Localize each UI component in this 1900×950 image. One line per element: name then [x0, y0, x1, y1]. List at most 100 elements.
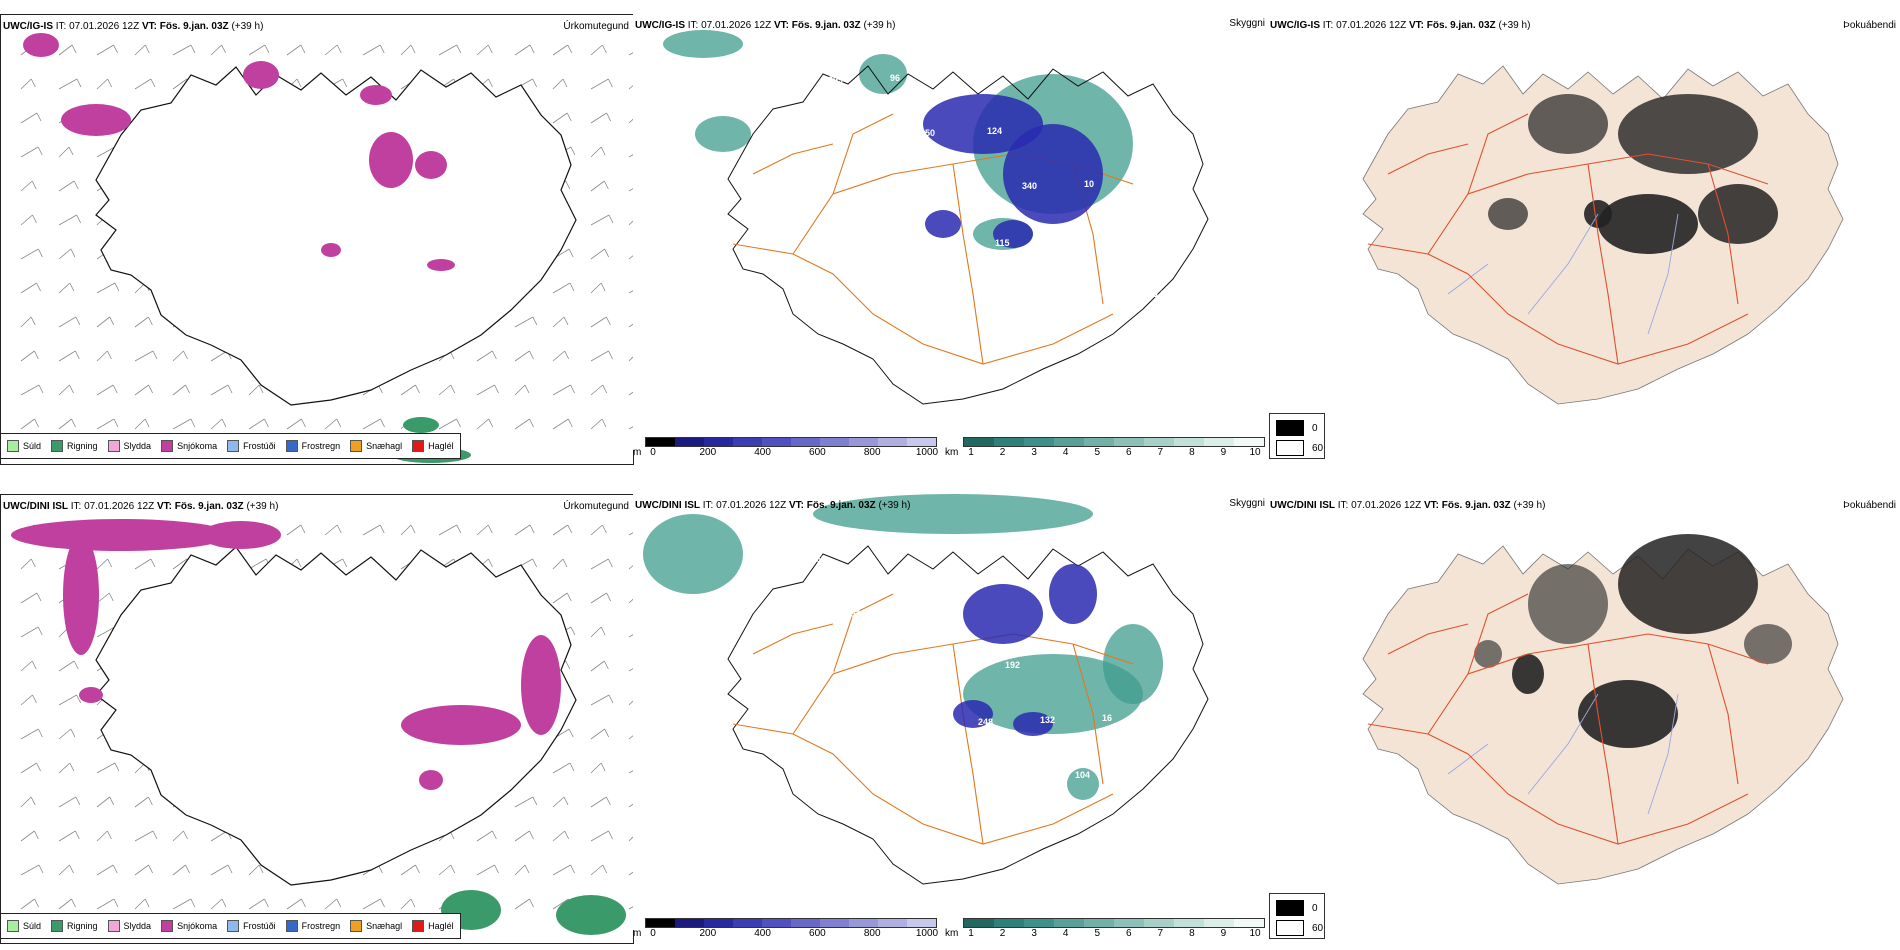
wind-barb — [134, 796, 149, 808]
snow-area — [201, 521, 281, 549]
wind-barb — [590, 660, 605, 672]
wind-barb — [58, 350, 76, 362]
wind-barb — [96, 418, 115, 430]
road — [952, 163, 984, 365]
fog-legend-row2: 0 60 — [1269, 893, 1325, 939]
snow-area — [243, 61, 279, 89]
wind-barb — [400, 524, 412, 536]
ceiling-colorbar-row1: m 0 200 400 600 800 1000 — [633, 437, 940, 465]
wind-barb — [476, 830, 493, 842]
wind-barb — [96, 78, 108, 90]
colorbar-segment — [1024, 919, 1054, 927]
wind-barb-flag — [221, 418, 227, 428]
colorbar — [963, 918, 1265, 928]
ceiling-label: 399 — [828, 75, 843, 85]
wind-barb — [20, 694, 33, 706]
wind-barb — [58, 418, 72, 430]
wind-barb-flag — [109, 796, 115, 806]
wind-barb-flag — [600, 282, 606, 292]
ceiling-label: 35 — [916, 719, 926, 729]
wind-barb-flag — [336, 898, 342, 908]
wind-barb-flag — [148, 864, 153, 874]
wind-barb — [58, 898, 72, 910]
wind-barb-flag — [227, 864, 233, 874]
wind-barb — [628, 290, 633, 294]
fog-area — [1474, 640, 1502, 668]
fog-area — [1528, 564, 1608, 644]
wind-barb — [20, 418, 35, 430]
wind-barb — [286, 418, 302, 430]
ceiling-label: 21 — [960, 183, 970, 193]
wind-barb-flag — [190, 44, 196, 54]
ceiling-label: 50 — [925, 128, 935, 138]
fog-area — [1512, 654, 1544, 694]
road — [832, 593, 894, 675]
wind-barb-flag — [336, 44, 342, 54]
ceiling-label: 45 — [943, 662, 953, 672]
wind-barb — [552, 592, 568, 604]
panel-header: UWC/IG-IS IT: 07.01.2026 12Z VT: Fös. 9.… — [1270, 20, 1531, 31]
wind-barb — [438, 384, 451, 396]
wind-barb-flag — [70, 728, 76, 738]
wind-barb — [286, 524, 302, 536]
wind-barb — [96, 830, 108, 842]
iceland-coastline — [727, 65, 1209, 405]
fog-area — [1578, 680, 1678, 748]
wind-barb-flag — [342, 78, 348, 88]
colorbar-unit: m — [633, 928, 642, 939]
colorbar-tick: 10 — [1249, 447, 1261, 458]
wind-barb — [628, 871, 633, 876]
wind-barb — [628, 634, 633, 638]
wind-barb-flag — [114, 282, 120, 292]
precip-legend-item: Snjókoma — [161, 440, 217, 452]
wind-barb — [590, 112, 607, 124]
wind-barb — [20, 830, 35, 842]
wind-barb-flag — [570, 626, 576, 636]
wind-barb-flag — [148, 796, 153, 806]
wind-barb-flag — [34, 418, 39, 428]
wind-barb-flag — [456, 524, 462, 534]
colorbar-segment — [994, 438, 1024, 446]
wind-barb-flag — [488, 558, 493, 568]
river — [1447, 263, 1489, 295]
wind-barb — [58, 180, 75, 192]
panel-header: UWC/DINI ISL IT: 07.01.2026 12Z VT: Fös.… — [1270, 500, 1546, 511]
legend-swatch — [227, 920, 240, 932]
wind-barb — [514, 384, 526, 396]
wind-barb — [96, 44, 114, 56]
legend-swatch — [350, 920, 363, 932]
ceiling-label: 132 — [1040, 715, 1055, 725]
wind-barb — [476, 524, 489, 536]
wind-barb — [20, 350, 35, 362]
legend-label: Haglél — [428, 921, 454, 931]
wind-barb — [362, 524, 381, 536]
precip-legend-item: Slydda — [107, 440, 151, 452]
colorbar-tick: 600 — [809, 447, 826, 458]
precip-type-panel-row1: UWC/IG-IS IT: 07.01.2026 12Z VT: Fös. 9.… — [0, 14, 634, 465]
legend-swatch — [227, 440, 240, 452]
low-ceiling-area — [1013, 712, 1053, 736]
legend-label: Snjókoma — [177, 921, 218, 931]
colorbar-segment — [964, 919, 994, 927]
road — [732, 723, 1114, 845]
wind-barb-flag — [604, 728, 609, 738]
colorbar-segment — [1054, 438, 1084, 446]
precip-legend-item: Rigning — [51, 920, 98, 932]
low-ceiling-area — [923, 94, 1043, 154]
wind-barb-flag — [602, 524, 607, 534]
wind-barb-flag — [76, 214, 82, 224]
wind-barb — [590, 418, 603, 430]
legend-swatch — [412, 440, 425, 452]
low-ceiling-area — [993, 220, 1033, 248]
wind-barb — [58, 214, 77, 226]
snow-area — [63, 535, 99, 655]
panel-title: Þokuábendi — [1843, 500, 1896, 511]
legend-label: Snæhagl — [366, 441, 403, 451]
precip-legend-item: Snæhagl — [350, 440, 402, 452]
low-visibility-area — [1067, 768, 1099, 800]
wind-barb-flag — [113, 898, 119, 908]
colorbar-tick: 3 — [1031, 928, 1037, 939]
wind-barb — [590, 592, 607, 604]
wind-barb — [362, 898, 381, 910]
wind-barb — [590, 626, 602, 638]
